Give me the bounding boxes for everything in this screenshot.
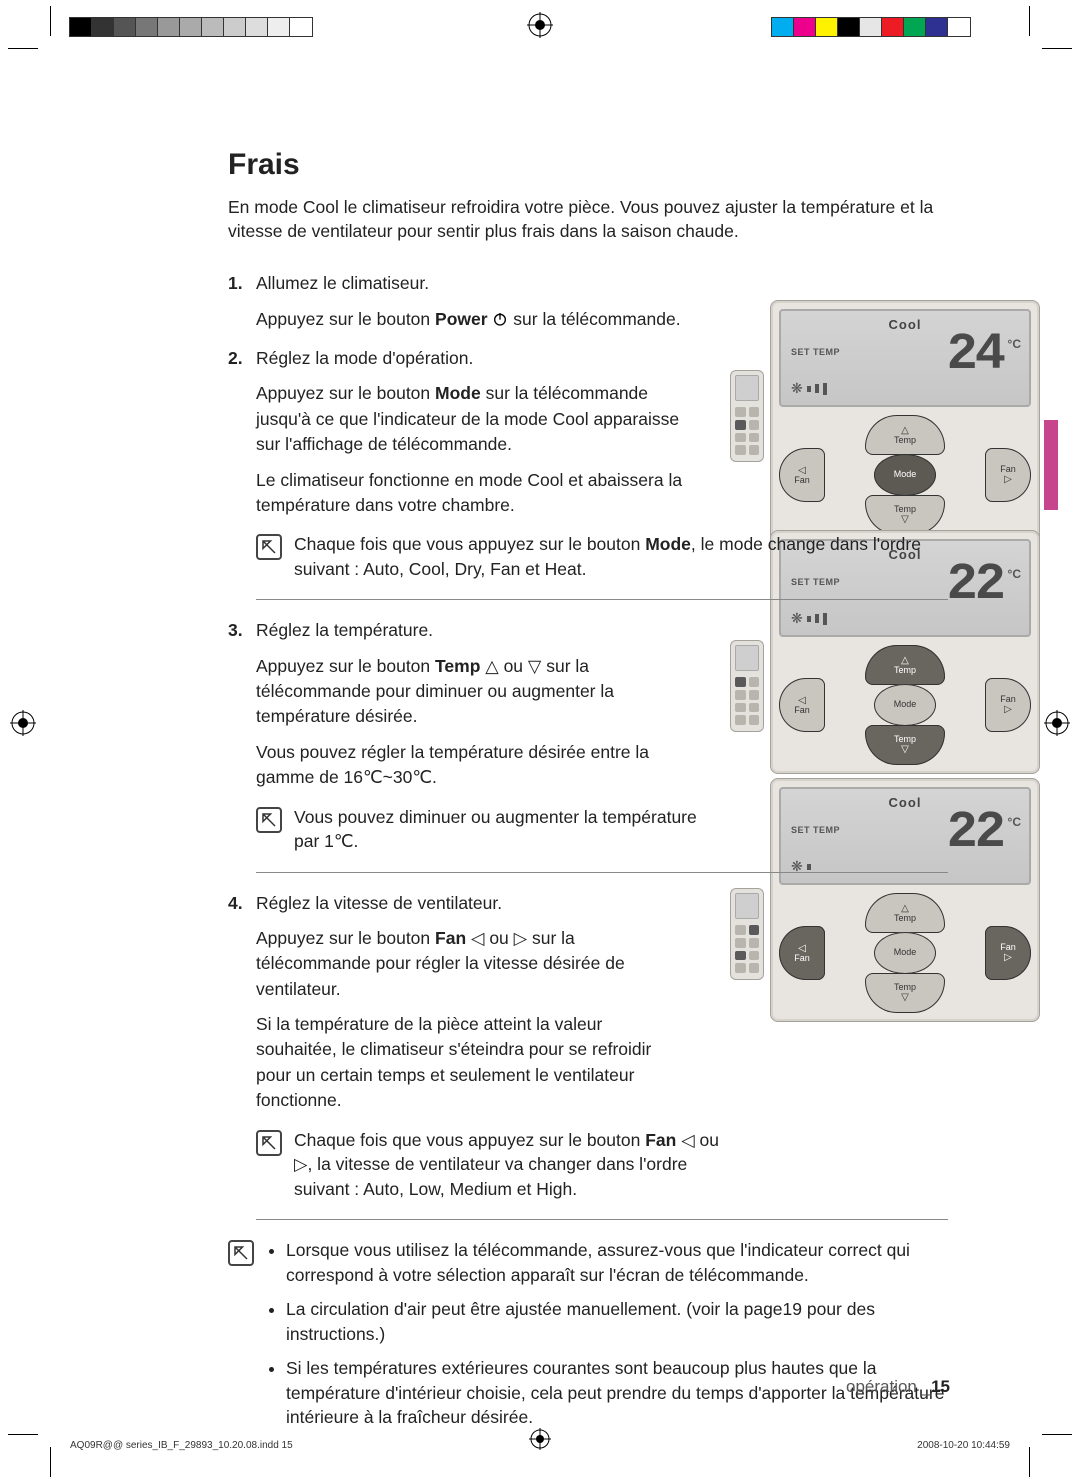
- crop-mark: [8, 1434, 38, 1435]
- crop-mark: [8, 48, 38, 49]
- note-text: Vous pouvez diminuer ou augmenter la tem…: [294, 805, 724, 854]
- note-icon: [228, 1240, 254, 1266]
- registration-target-icon: [1044, 710, 1070, 736]
- step-body: Appuyez sur le bouton Fan ◁ ou ▷ sur la …: [256, 926, 686, 1002]
- content-column: Frais En mode Cool le climatiseur refroi…: [228, 148, 948, 1440]
- step-body: Le climatiseur fonctionne en mode Cool e…: [256, 468, 686, 519]
- page-title: Frais: [228, 148, 948, 182]
- note-block: Vous pouvez diminuer ou augmenter la tem…: [256, 805, 948, 854]
- list-item: La circulation d'air peut être ajustée m…: [286, 1297, 948, 1346]
- divider: [256, 872, 948, 873]
- step-4: Réglez la vitesse de ventilateur. Appuye…: [228, 891, 948, 1221]
- step-head: Réglez la mode d'opération.: [256, 348, 473, 368]
- crop-mark: [1029, 1447, 1030, 1477]
- note-text: Chaque fois que vous appuyez sur le bout…: [294, 1128, 724, 1202]
- step-body: Appuyez sur le bouton Temp △ ou ▽ sur la…: [256, 654, 686, 730]
- fan-right-button[interactable]: Fan▷: [985, 926, 1031, 980]
- registration-target-icon: [10, 710, 36, 736]
- lcd-degree-label: °C: [1008, 815, 1021, 829]
- step-body: Vous pouvez régler la température désiré…: [256, 740, 686, 791]
- step-1: Allumez le climatiseur. Appuyez sur le b…: [228, 271, 948, 332]
- note-icon: [256, 534, 282, 560]
- crop-mark: [1042, 48, 1072, 49]
- note-block: Chaque fois que vous appuyez sur le bout…: [256, 532, 948, 581]
- crop-mark: [1042, 1434, 1072, 1435]
- step-2: Réglez la mode d'opération. Appuyez sur …: [228, 346, 948, 600]
- step-body: Si la température de la pièce atteint la…: [256, 1012, 686, 1114]
- side-color-marker: [1044, 420, 1058, 510]
- page-footer: opération _15: [846, 1377, 950, 1397]
- divider: [256, 599, 948, 600]
- lcd-degree-label: °C: [1008, 567, 1021, 581]
- note-icon: [256, 807, 282, 833]
- divider: [256, 1219, 948, 1220]
- step-head: Allumez le climatiseur.: [256, 273, 429, 293]
- step-body: Appuyez sur le bouton Power sur la téléc…: [256, 307, 936, 332]
- list-item: Lorsque vous utilisez la télécommande, a…: [286, 1238, 948, 1287]
- step-head: Réglez la vitesse de ventilateur.: [256, 893, 502, 913]
- lcd-degree-label: °C: [1008, 337, 1021, 351]
- manual-page: FRANÇAIS Cool SET TEMP 24 °C ❋ △Temp ◁Fa…: [0, 0, 1080, 1483]
- note-text: Lorsque vous utilisez la télécommande, a…: [266, 1238, 948, 1440]
- note-block: Chaque fois que vous appuyez sur le bout…: [256, 1128, 948, 1202]
- note-icon: [256, 1130, 282, 1156]
- registration-target-icon: [527, 12, 553, 38]
- note-text: Chaque fois que vous appuyez sur le bout…: [294, 532, 948, 581]
- step-body: Appuyez sur le bouton Mode sur la téléco…: [256, 381, 686, 457]
- fan-right-button[interactable]: Fan▷: [985, 678, 1031, 732]
- step-3: Réglez la température. Appuyez sur le bo…: [228, 618, 948, 872]
- power-icon: [492, 309, 508, 329]
- intro-paragraph: En mode Cool le climatiseur refroidira v…: [228, 196, 948, 243]
- step-head: Réglez la température.: [256, 620, 433, 640]
- final-note-block: Lorsque vous utilisez la télécommande, a…: [228, 1238, 948, 1440]
- fan-right-button[interactable]: Fan▷: [985, 448, 1031, 502]
- imprint-right: 2008-10-20 10:44:59: [917, 1440, 1010, 1451]
- crop-mark: [50, 1447, 51, 1477]
- imprint-left: AQ09R@@ series_IB_F_29893_10.20.08.indd …: [70, 1440, 293, 1451]
